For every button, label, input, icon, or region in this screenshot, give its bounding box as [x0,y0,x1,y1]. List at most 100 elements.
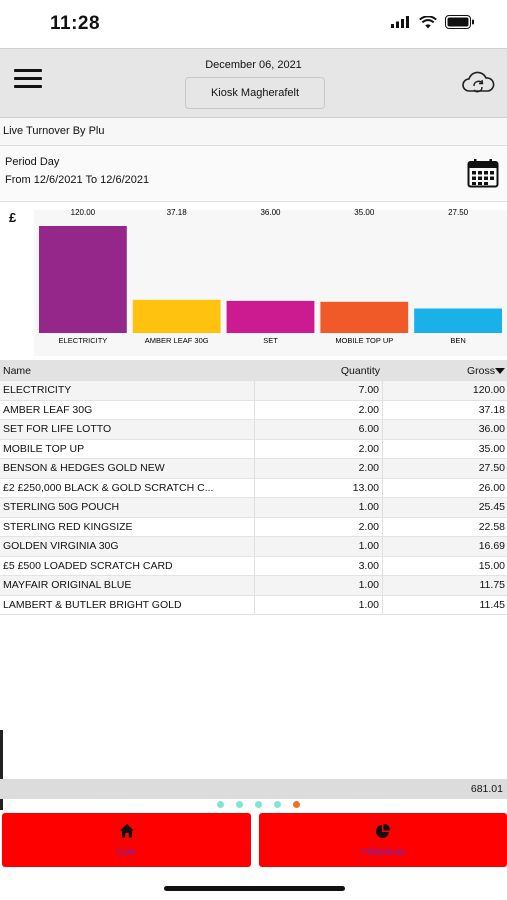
total-row: 681.01 [0,779,507,799]
table-row[interactable]: BENSON & HEDGES GOLD NEW 2.00 27.50 [0,459,507,479]
period-label: Period Day [5,156,60,168]
total-value: 681.01 [470,783,503,795]
cell-name: MAYFAIR ORIGINAL BLUE [0,576,255,595]
page-dot[interactable] [255,801,262,808]
cell-qty: 2.00 [255,439,383,458]
cell-qty: 3.00 [255,556,383,575]
cell-gross: 22.58 [478,520,505,533]
period-range: From 12/6/2021 To 12/6/2021 [5,174,150,186]
plu-table: Name Quantity Gross ELECTRICITY 7.00 120.0… [0,360,507,615]
cell-name: STERLING 50G POUCH [0,498,255,517]
cell-name: MOBILE TOP UP [0,439,255,458]
table-row[interactable]: STERLING 50G POUCH 1.00 25.45 [0,498,507,518]
page-indicator[interactable] [0,801,507,811]
cell-qty: 2.00 [255,517,383,536]
cell-gross: 15.00 [478,559,505,572]
bar-value-label: 35.00 [354,208,375,217]
bar-value-label: 27.50 [448,208,469,217]
cell-gross: 27.50 [478,462,505,475]
home-indicator [164,886,345,891]
status-bar: 11:28 [0,0,507,46]
page-dot[interactable] [236,801,243,808]
cell-qty: 1.00 [255,537,383,556]
cell-gross: 35.00 [478,442,505,455]
col-quantity-header[interactable]: Quantity [340,364,380,377]
chart-bar[interactable] [39,226,127,333]
cell-qty: 2.00 [255,459,383,478]
signal-icon [391,16,409,28]
table-row[interactable]: MAYFAIR ORIGINAL BLUE 1.00 11.75 [0,576,507,596]
cell-name: BENSON & HEDGES GOLD NEW [0,459,255,478]
tab-historical-label: Historical [362,847,404,858]
table-row[interactable]: £2 £250,000 BLACK & GOLD SCRATCH C... 13.… [0,478,507,498]
table-row[interactable]: LAMBERT & BUTLER BRIGHT GOLD 1.00 11.45 [0,595,507,615]
cell-name: £2 £250,000 BLACK & GOLD SCRATCH C... [0,478,255,497]
cell-name: £5 £500 LOADED SCRATCH CARD [0,556,255,575]
status-icons [391,15,475,29]
tab-live-label: Live [117,847,136,858]
store-selector[interactable]: Kiosk Magherafelt [185,77,325,109]
table-body: ELECTRICITY 7.00 120.00 AMBER LEAF 30G 2.00 3… [0,381,507,615]
period-panel: Period Day From 12/6/2021 To 12/6/2021 [0,146,507,202]
header-date: December 06, 2021 [205,59,302,71]
bar-value-label: 36.00 [260,208,281,217]
cell-qty: 2.00 [255,400,383,419]
bar-chart: 120.00 ELECTRICITY 37.18 AMBER LEAF 30G 36.0… [34,208,507,356]
col-name-header[interactable]: Name [3,364,32,377]
tab-historical[interactable]: Historical [259,813,507,867]
cell-name: LAMBERT & BUTLER BRIGHT GOLD [0,595,255,614]
chart-y-label: £ [9,210,17,225]
page-dot[interactable] [274,801,281,808]
col-gross-header[interactable]: Gross [383,360,507,381]
bar-category-label: AMBER LEAF 30G [145,336,209,345]
cell-name: SET FOR LIFE LOTTO [0,420,255,439]
cell-gross: 11.45 [479,598,506,611]
cell-qty: 1.00 [255,498,383,517]
cell-name: ELECTRICITY [0,381,255,400]
home-icon [119,824,134,838]
cell-gross: 120.00 [472,384,505,397]
cell-gross: 36.00 [478,423,505,436]
cell-name: GOLDEN VIRGINIA 30G [0,537,255,556]
cell-gross: 25.45 [478,501,505,514]
wifi-icon [419,15,437,28]
cell-gross: 26.00 [478,481,505,494]
app-header: December 06, 2021 Kiosk Magherafelt [0,48,507,118]
pie-chart-icon [376,823,391,838]
chart-bar[interactable] [320,301,409,333]
menu-icon[interactable] [14,69,42,91]
calendar-icon[interactable] [467,158,499,188]
cell-gross: 11.75 [479,579,506,592]
bar-category-label: BEN [450,336,465,345]
cell-qty: 13.00 [255,478,383,497]
cell-qty: 6.00 [255,420,383,439]
table-row[interactable]: SET FOR LIFE LOTTO 6.00 36.00 [0,420,507,440]
table-row[interactable]: STERLING RED KINGSIZE 2.00 22.58 [0,517,507,537]
turnover-chart: £ 120.00 ELECTRICITY 37.18 AMBER LEAF 30G 36… [0,202,507,360]
table-header: Name Quantity Gross [0,360,507,381]
table-row[interactable]: GOLDEN VIRGINIA 30G 1.00 16.69 [0,537,507,557]
battery-icon [445,15,474,29]
cloud-sync-icon[interactable] [461,69,495,97]
page-dot[interactable] [217,801,224,808]
table-row[interactable]: ELECTRICITY 7.00 120.00 [0,381,507,401]
bar-category-label: SET [263,336,278,345]
cell-qty: 1.00 [255,576,383,595]
report-title: Live Turnover By Plu [0,118,507,146]
bar-value-label: 37.18 [167,208,188,217]
cell-name: STERLING RED KINGSIZE [0,517,255,536]
bar-category-label: MOBILE TOP UP [335,336,393,345]
sort-desc-icon [495,367,505,374]
cell-gross: 37.18 [478,403,505,416]
tab-live[interactable]: Live [2,813,251,867]
cell-qty: 7.00 [255,381,383,400]
table-row[interactable]: MOBILE TOP UP 2.00 35.00 [0,439,507,459]
table-row[interactable]: £5 £500 LOADED SCRATCH CARD 3.00 15.00 [0,556,507,576]
chart-bar[interactable] [414,308,502,333]
col-gross-label: Gross [466,364,495,377]
page-dot[interactable] [293,801,300,808]
chart-bar[interactable] [132,299,221,333]
bar-category-label: ELECTRICITY [59,336,108,345]
chart-bar[interactable] [226,300,315,333]
table-row[interactable]: AMBER LEAF 30G 2.00 37.18 [0,400,507,420]
